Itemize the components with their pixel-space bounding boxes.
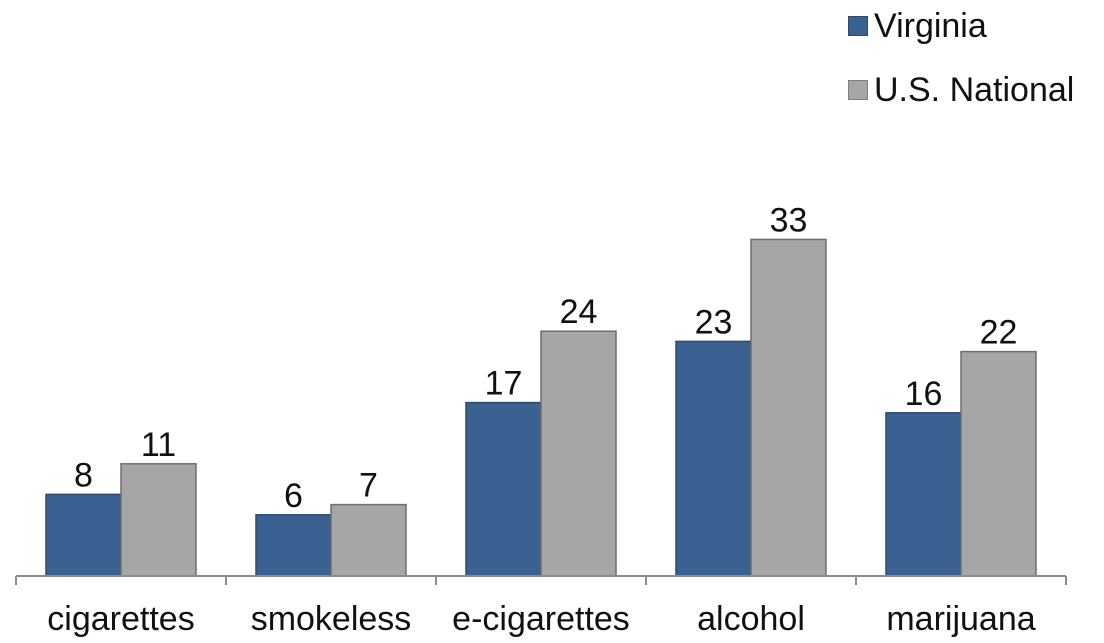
- bar-u-s-national-e-cigarettes: [540, 330, 617, 577]
- data-label-virginia-smokeless: 6: [284, 477, 303, 515]
- category-label-cigarettes: cigarettes: [47, 600, 194, 638]
- data-label-virginia-e-cigarettes: 17: [485, 365, 523, 403]
- legend-label-virginia: Virginia: [874, 6, 987, 45]
- bar-u-s-national-smokeless: [330, 503, 407, 577]
- bars-layer: [45, 238, 1037, 577]
- data-label-u-s-national-alcohol: 33: [770, 201, 808, 239]
- category-label-smokeless: smokeless: [251, 600, 412, 638]
- data-label-u-s-national-marijuana: 22: [980, 314, 1018, 352]
- bar-u-s-national-marijuana: [960, 350, 1037, 577]
- bar-virginia-cigarettes: [45, 493, 122, 577]
- legend-label-us-national: U.S. National: [874, 70, 1075, 109]
- legend-item-virginia: Virginia: [848, 6, 1074, 46]
- category-label-alcohol: alcohol: [697, 600, 805, 638]
- data-label-u-s-national-e-cigarettes: 24: [560, 293, 598, 331]
- legend-swatch-us-national: [848, 80, 868, 100]
- data-label-virginia-cigarettes: 8: [74, 456, 93, 494]
- data-label-virginia-marijuana: 16: [905, 375, 943, 413]
- bar-virginia-marijuana: [885, 412, 962, 577]
- legend-item-us-national: U.S. National: [848, 70, 1074, 110]
- x-axis: [15, 575, 1067, 585]
- legend-swatch-virginia: [848, 16, 868, 36]
- category-labels: cigarettes smokeless e-cigarettes alcohol ma…: [47, 600, 1035, 638]
- category-label-e-cigarettes: e-cigarettes: [452, 600, 630, 638]
- legend: Virginia U.S. National: [848, 6, 1074, 134]
- bar-virginia-smokeless: [255, 514, 332, 577]
- bar-u-s-national-alcohol: [750, 238, 827, 577]
- category-label-marijuana: marijuana: [886, 600, 1035, 638]
- data-labels: 8 11 6 7 17 24 23 33 16 22: [74, 201, 1017, 514]
- bar-u-s-national-cigarettes: [120, 463, 197, 577]
- bar-virginia-e-cigarettes: [465, 401, 542, 577]
- data-label-virginia-alcohol: 23: [695, 303, 733, 341]
- bar-virginia-alcohol: [675, 340, 752, 577]
- data-label-u-s-national-smokeless: 7: [359, 467, 378, 505]
- data-label-u-s-national-cigarettes: 11: [141, 426, 176, 464]
